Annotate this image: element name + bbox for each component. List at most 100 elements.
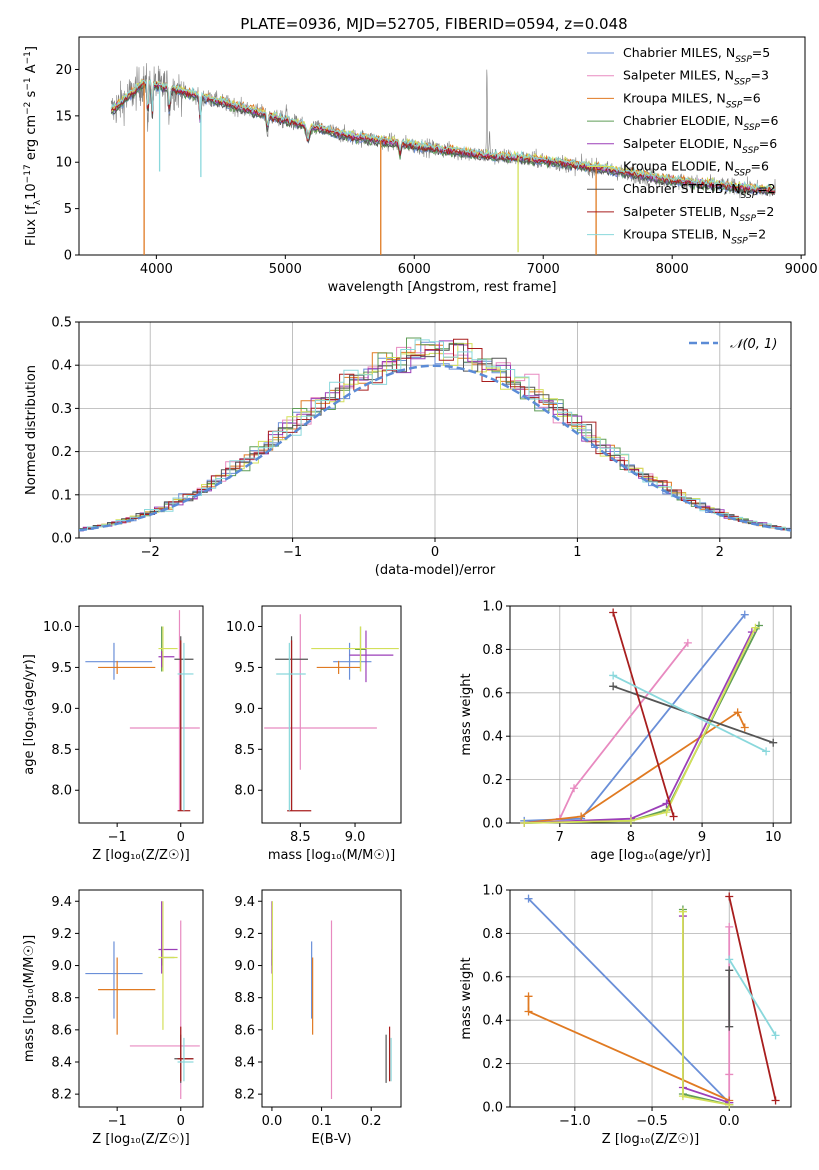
spectrum-panel: 4000 5000 6000 7000 8000 9000 0 5 10 15 20 waveleng… xyxy=(23,36,818,295)
y-tick-label: 8.4 xyxy=(51,1055,72,1070)
x-tick-label: −1 xyxy=(283,545,302,560)
x-tick-label: −1 xyxy=(108,830,127,845)
weight-marker xyxy=(769,738,778,747)
mass-z-panel: −1 0 8.2 8.4 8.6 8.8 9.0 9.2 9.4 Z [log₁₀(Z/Z☉)] m… xyxy=(22,889,204,1147)
plot-area xyxy=(85,610,200,812)
y-tick-label: 8.6 xyxy=(234,1023,255,1038)
x-axis-label: mass [log₁₀(M/M☉)] xyxy=(268,848,395,863)
legend-sub: SSP xyxy=(742,146,759,156)
axes-frame xyxy=(78,605,204,824)
legend-text: Chabrier ELODIE, N xyxy=(623,113,743,128)
x-tick-label: 0 xyxy=(177,830,185,845)
weight-marker xyxy=(678,1092,687,1101)
model-spectrum xyxy=(110,83,775,197)
weight-marker xyxy=(725,1070,734,1079)
y-axis-label: mass [log₁₀(M/M☉)] xyxy=(22,935,37,1062)
weight-marker xyxy=(524,894,533,903)
weight-line xyxy=(558,642,689,820)
weight-marker xyxy=(725,1100,734,1109)
x-tick-label: 0.0 xyxy=(719,1114,740,1129)
weight-line xyxy=(682,909,730,1106)
y-axis-label: mass weight xyxy=(459,673,474,755)
legend-label: Chabrier ELODIE, NSSP=6 xyxy=(623,113,778,133)
legend-sub: SSP xyxy=(731,237,748,247)
legend-label: Salpeter ELODIE, NSSP=6 xyxy=(623,136,777,156)
y-tick-label: 9.4 xyxy=(234,895,255,910)
weight-marker xyxy=(725,966,734,975)
y-tick-label: 0.0 xyxy=(482,1101,503,1116)
y-axis-label: age [log₁₀(age/yr)] xyxy=(22,654,37,775)
y-tick-label: 9.0 xyxy=(51,702,72,717)
plot-area xyxy=(271,901,392,1099)
legend-value: =6 xyxy=(751,159,769,174)
x-tick-label: 5000 xyxy=(269,262,302,277)
x-tick-label: 8.5 xyxy=(290,830,311,845)
y-tick-label: 1.0 xyxy=(482,600,503,615)
x-tick-label: 0.2 xyxy=(361,1114,382,1129)
y-tick-label: 8.5 xyxy=(234,743,255,758)
y-axis-label-part: A xyxy=(24,64,39,77)
y-tick-label: 8.5 xyxy=(51,743,72,758)
x-tick-label: 6000 xyxy=(398,262,431,277)
y-tick-label: 0.8 xyxy=(482,927,503,942)
y-tick-label: 0.2 xyxy=(482,773,503,788)
x-tick-label: 7 xyxy=(556,830,564,845)
legend-label: Salpeter STELIB, NSSP=2 xyxy=(623,204,774,224)
y-tick-label: 9.0 xyxy=(234,702,255,717)
legend-label: Chabrier STELIB, NSSP=2 xyxy=(623,181,776,201)
y-tick-label: 0.4 xyxy=(482,730,503,745)
legend-text: Salpeter MILES, N xyxy=(623,68,734,83)
weight-line xyxy=(612,612,675,817)
legend-sub: SSP xyxy=(734,78,751,88)
x-tick-label: 10 xyxy=(765,830,782,845)
x-tick-label: −1 xyxy=(108,1114,127,1129)
y-tick-label: 8.2 xyxy=(51,1088,72,1103)
weight-marker xyxy=(662,808,671,817)
y-axis-label-part: λ xyxy=(33,199,43,205)
x-tick-label: 9 xyxy=(698,830,706,845)
weight-line xyxy=(524,710,746,824)
legend-text: Kroupa MILES, N xyxy=(623,90,726,105)
y-axis-label-part: ] xyxy=(24,46,39,51)
axes-frame xyxy=(509,889,792,1108)
legend-label: Chabrier MILES, NSSP=5 xyxy=(623,45,770,65)
weight-marker xyxy=(740,610,749,619)
x-axis-label: age [log₁₀(age/yr)] xyxy=(590,848,711,863)
axes-frame xyxy=(78,321,792,539)
plot-area xyxy=(264,614,399,812)
y-tick-label: 9.5 xyxy=(51,661,72,676)
legend-text: Salpeter ELODIE, N xyxy=(623,136,742,151)
plot-area xyxy=(79,337,791,532)
mass-ebv-panel: 0.0 0.1 0.2 8.2 8.4 8.6 8.8 9.0 9.2 9.4 E(B-V) xyxy=(234,889,402,1147)
weight-marker xyxy=(570,784,579,793)
y-tick-label: 1.0 xyxy=(482,884,503,899)
y-tick-label: 9.4 xyxy=(51,895,72,910)
weight-marker xyxy=(577,812,586,821)
y-axis-label-part: s xyxy=(24,90,39,101)
x-axis-label: (data-model)/error xyxy=(375,563,496,578)
y-tick-label: 8.6 xyxy=(51,1023,72,1038)
weight-marker xyxy=(762,747,771,756)
y-tick-label: 0.0 xyxy=(51,532,72,547)
y-axis-label-part: −1 xyxy=(23,51,33,64)
x-axis-label: Z [log₁₀(Z/Z☉)] xyxy=(92,1132,189,1147)
y-tick-label: 0.5 xyxy=(51,316,72,331)
histogram-step xyxy=(79,338,791,531)
legend-value: =3 xyxy=(751,68,769,83)
legend-value: =6 xyxy=(760,113,778,128)
x-axis-label: Z [log₁₀(Z/Z☉)] xyxy=(92,848,189,863)
y-tick-label: 0.4 xyxy=(482,1014,503,1029)
legend-label: Salpeter MILES, NSSP=3 xyxy=(623,68,769,88)
x-axis-label: wavelength [Angstrom, rest frame] xyxy=(328,280,557,295)
weight-marker xyxy=(520,819,529,827)
weight-line xyxy=(524,631,753,824)
weight-age-panel: 7 8 9 10 0.0 0.2 0.4 0.6 0.8 1.0 age [log₁₀(age/yr… xyxy=(459,600,792,863)
legend-value: =2 xyxy=(757,181,775,196)
y-axis-label-part: −17 xyxy=(23,164,33,183)
legend-sub: SSP xyxy=(741,191,758,201)
age-z-panel: −1 0 8.0 8.5 9.0 9.5 10.0 Z [log₁₀(Z/Z☉)] age [l… xyxy=(22,605,204,863)
figure-title: PLATE=0936, MJD=52705, FIBERID=0594, z=0… xyxy=(240,15,627,33)
weight-marker xyxy=(678,907,687,916)
x-tick-label: 2 xyxy=(716,545,724,560)
